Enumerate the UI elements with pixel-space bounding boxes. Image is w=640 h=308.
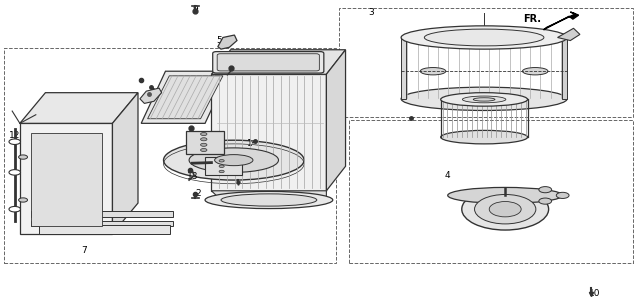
Ellipse shape (448, 188, 563, 203)
Ellipse shape (401, 87, 567, 111)
Circle shape (9, 139, 20, 144)
Bar (562, 38, 567, 99)
Polygon shape (31, 221, 173, 226)
Polygon shape (148, 76, 223, 119)
Polygon shape (218, 35, 237, 49)
Polygon shape (31, 211, 173, 217)
Bar (339, 8, 633, 117)
Bar (349, 120, 633, 263)
Polygon shape (326, 50, 346, 191)
Bar (4, 48, 336, 263)
Polygon shape (113, 93, 138, 234)
Ellipse shape (424, 29, 544, 46)
Polygon shape (557, 28, 580, 41)
FancyBboxPatch shape (217, 54, 319, 71)
Text: 13: 13 (186, 172, 198, 181)
Bar (186, 131, 224, 154)
Circle shape (200, 132, 207, 136)
Text: 14: 14 (225, 64, 236, 73)
Text: 5: 5 (216, 36, 222, 45)
Ellipse shape (214, 155, 253, 166)
Circle shape (489, 201, 521, 217)
Ellipse shape (189, 148, 278, 172)
Text: 9: 9 (193, 6, 198, 14)
Circle shape (474, 194, 536, 224)
Polygon shape (39, 225, 170, 234)
Text: 12: 12 (9, 131, 20, 140)
Ellipse shape (463, 96, 506, 103)
Text: FR.: FR. (523, 14, 541, 24)
Circle shape (462, 188, 548, 230)
Circle shape (9, 170, 20, 175)
Circle shape (9, 206, 20, 212)
Text: 6: 6 (225, 157, 230, 166)
Circle shape (200, 143, 207, 146)
Ellipse shape (164, 140, 304, 180)
Polygon shape (20, 93, 138, 123)
Circle shape (219, 170, 224, 173)
Polygon shape (31, 132, 102, 226)
Ellipse shape (441, 93, 527, 106)
Circle shape (19, 198, 28, 202)
Text: 3: 3 (368, 8, 374, 18)
Bar (401, 38, 406, 99)
Ellipse shape (441, 130, 527, 144)
Ellipse shape (401, 26, 567, 49)
Circle shape (539, 198, 552, 204)
Text: 10: 10 (589, 289, 600, 298)
Text: 4: 4 (445, 171, 451, 180)
Circle shape (556, 192, 569, 198)
Circle shape (219, 160, 224, 162)
Circle shape (219, 165, 224, 168)
Text: 7: 7 (81, 246, 86, 255)
FancyBboxPatch shape (212, 52, 324, 73)
Circle shape (19, 155, 28, 159)
Ellipse shape (522, 67, 548, 75)
Polygon shape (543, 12, 579, 30)
Polygon shape (211, 50, 346, 74)
Polygon shape (140, 88, 162, 103)
Polygon shape (20, 123, 113, 234)
Ellipse shape (221, 194, 317, 206)
Polygon shape (141, 71, 229, 123)
Polygon shape (211, 191, 326, 197)
Ellipse shape (473, 98, 495, 101)
Circle shape (200, 138, 207, 141)
Text: 11: 11 (152, 88, 163, 97)
Text: 8: 8 (199, 136, 205, 145)
Ellipse shape (205, 191, 333, 209)
Text: 2: 2 (196, 189, 202, 198)
Circle shape (539, 187, 552, 193)
Ellipse shape (458, 188, 553, 202)
Text: 1: 1 (247, 139, 253, 148)
Bar (205, 157, 242, 176)
Polygon shape (211, 74, 326, 191)
Ellipse shape (420, 67, 446, 75)
Circle shape (200, 148, 207, 152)
